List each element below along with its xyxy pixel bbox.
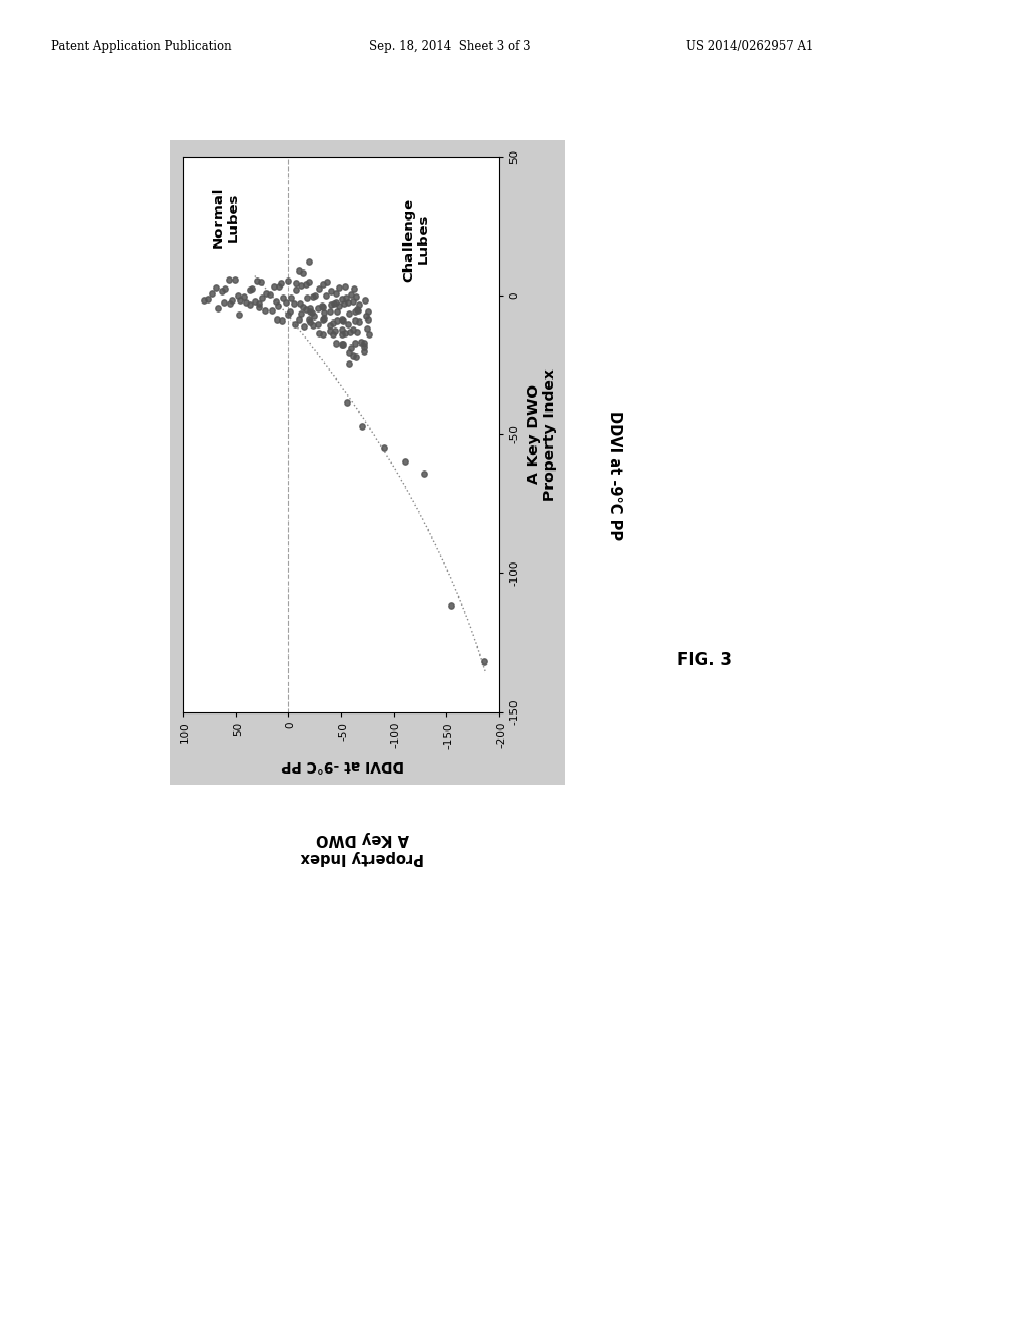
Text: Sep. 18, 2014  Sheet 3 of 3: Sep. 18, 2014 Sheet 3 of 3	[369, 40, 530, 53]
Text: US 2014/0262957 A1: US 2014/0262957 A1	[686, 40, 813, 53]
Text: FIG. 3: FIG. 3	[677, 651, 732, 669]
Text: A Key DWO: A Key DWO	[316, 830, 409, 846]
Text: DDVI at -9°C PP: DDVI at -9°C PP	[607, 411, 622, 540]
Text: Patent Application Publication: Patent Application Publication	[51, 40, 231, 53]
Text: Property Index: Property Index	[301, 850, 424, 866]
